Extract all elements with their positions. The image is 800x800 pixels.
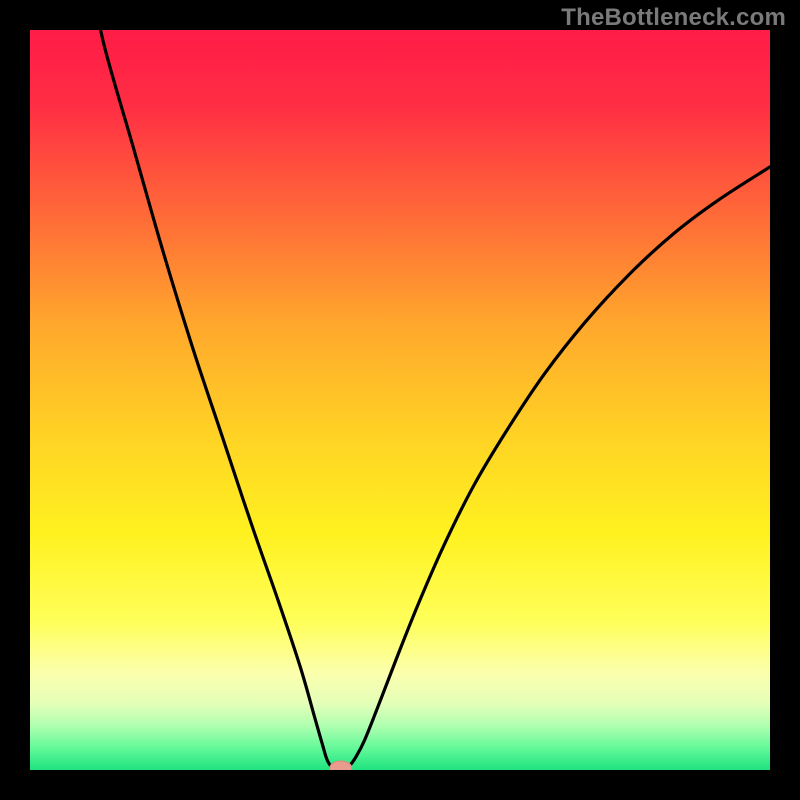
chart-frame: [0, 770, 800, 800]
chart-container: { "watermark": { "text": "TheBottleneck.…: [0, 0, 800, 800]
watermark-text: TheBottleneck.com: [561, 4, 786, 32]
chart-frame: [0, 0, 30, 800]
bottleneck-chart: [0, 0, 800, 800]
chart-frame: [770, 0, 800, 800]
gradient-background: [30, 30, 770, 770]
